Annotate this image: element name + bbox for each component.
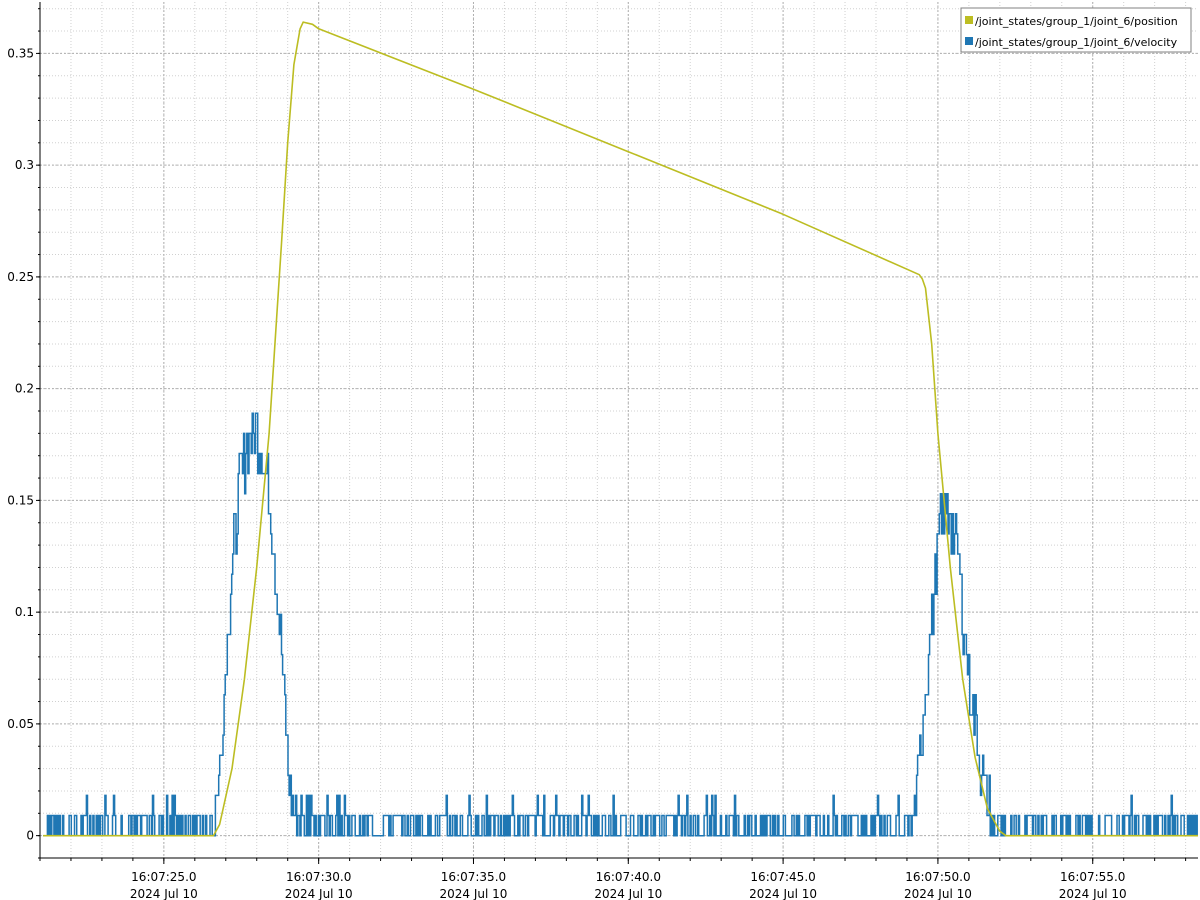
x-tick-label-date: 2024 Jul 10 <box>749 887 817 900</box>
legend-swatch-velocity <box>965 37 973 45</box>
x-tick-label-time: 16:07:30.0 <box>286 870 351 884</box>
x-tick-label-time: 16:07:55.0 <box>1060 870 1125 884</box>
x-tick-label-time: 16:07:25.0 <box>131 870 196 884</box>
y-tick-label: 0 <box>26 829 34 843</box>
x-tick-label-date: 2024 Jul 10 <box>285 887 353 900</box>
y-tick-label: 0.3 <box>15 158 34 172</box>
legend-label-position: /joint_states/group_1/joint_6/position <box>975 15 1178 28</box>
y-tick-label: 0.05 <box>7 717 34 731</box>
x-tick-label-date: 2024 Jul 10 <box>594 887 662 900</box>
x-tick-label-date: 2024 Jul 10 <box>440 887 508 900</box>
x-tick-label-time: 16:07:35.0 <box>441 870 506 884</box>
y-tick-label: 0.2 <box>15 382 34 396</box>
x-tick-label-date: 2024 Jul 10 <box>130 887 198 900</box>
x-tick-label-time: 16:07:40.0 <box>596 870 661 884</box>
x-tick-label-time: 16:07:45.0 <box>750 870 815 884</box>
legend[interactable]: /joint_states/group_1/joint_6/position /… <box>961 8 1191 52</box>
y-tick-label: 0.15 <box>7 493 34 507</box>
y-tick-label: 0.1 <box>15 605 34 619</box>
x-tick-label-date: 2024 Jul 10 <box>904 887 972 900</box>
y-tick-label: 0.25 <box>7 270 34 284</box>
x-tick-label-time: 16:07:50.0 <box>905 870 970 884</box>
legend-label-velocity: /joint_states/group_1/joint_6/velocity <box>975 36 1178 49</box>
y-tick-label: 0.35 <box>7 46 34 60</box>
legend-swatch-position <box>965 16 973 24</box>
x-tick-label-date: 2024 Jul 10 <box>1059 887 1127 900</box>
